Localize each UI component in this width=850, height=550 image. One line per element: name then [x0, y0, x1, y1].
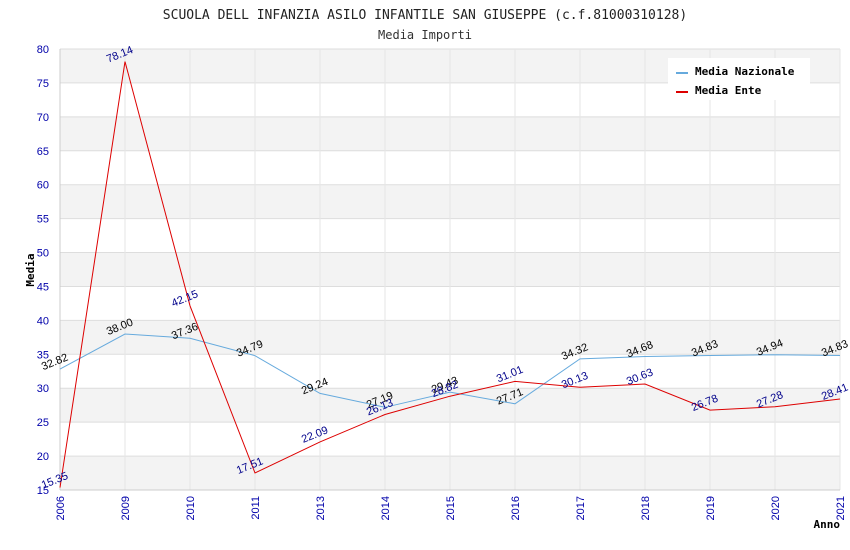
- y-tick-label: 70: [37, 112, 49, 124]
- y-tick-label: 15: [37, 485, 49, 497]
- data-label-ente: 42.15: [170, 288, 200, 309]
- chart-subtitle: Media Importi: [378, 28, 472, 42]
- series-lines: [59, 61, 841, 488]
- x-tick-label: 2011: [250, 496, 262, 520]
- y-tick-label: 50: [37, 248, 49, 260]
- x-tick-label: 2006: [55, 496, 67, 520]
- series-line-ente: [59, 61, 841, 488]
- y-tick-label: 75: [37, 78, 49, 90]
- x-tick-label: 2014: [380, 496, 392, 520]
- y-tick-label: 45: [37, 281, 49, 293]
- legend-box: [668, 58, 810, 100]
- chart-title: SCUOLA DELL INFANZIA ASILO INFANTILE SAN…: [163, 8, 687, 23]
- legend: Media Nazionale Media Ente: [668, 58, 810, 100]
- legend-entry-naz: Media Nazionale: [695, 65, 795, 78]
- series-line-nazionale: [59, 333, 841, 408]
- y-tick-labels: 15 20 25 30 35 40 45 50 55 60 65 70 75 80: [37, 44, 49, 497]
- x-tick-label: 2019: [705, 496, 717, 520]
- legend-entry-ente: Media Ente: [695, 84, 762, 97]
- x-tick-label: 2020: [770, 496, 782, 520]
- x-tick-label: 2009: [120, 496, 132, 520]
- y-tick-label: 55: [37, 214, 49, 226]
- x-tick-label: 2015: [445, 496, 457, 520]
- y-tick-label: 60: [37, 180, 49, 192]
- x-tick-label: 2018: [640, 496, 652, 520]
- x-tick-label: 2016: [510, 496, 522, 520]
- y-tick-label: 80: [37, 44, 49, 56]
- y-tick-label: 30: [37, 383, 49, 395]
- x-tick-label: 2010: [185, 496, 197, 520]
- y-tick-label: 20: [37, 451, 49, 463]
- y-tick-label: 35: [37, 349, 49, 361]
- y-tick-label: 65: [37, 146, 49, 158]
- y-tick-label: 25: [37, 417, 49, 429]
- x-tick-label: 2021: [835, 496, 847, 520]
- x-tick-label: 2013: [315, 496, 327, 520]
- y-axis-label: Media: [24, 253, 37, 286]
- x-axis-label: Anno: [814, 518, 841, 531]
- x-tick-labels: 2006 2009 2010 2011 2013 2014 2015 2016 2017 2018…: [55, 496, 847, 520]
- x-tick-label: 2017: [575, 496, 587, 520]
- y-tick-label: 40: [37, 315, 49, 327]
- data-label-ente: 22.09: [300, 424, 330, 445]
